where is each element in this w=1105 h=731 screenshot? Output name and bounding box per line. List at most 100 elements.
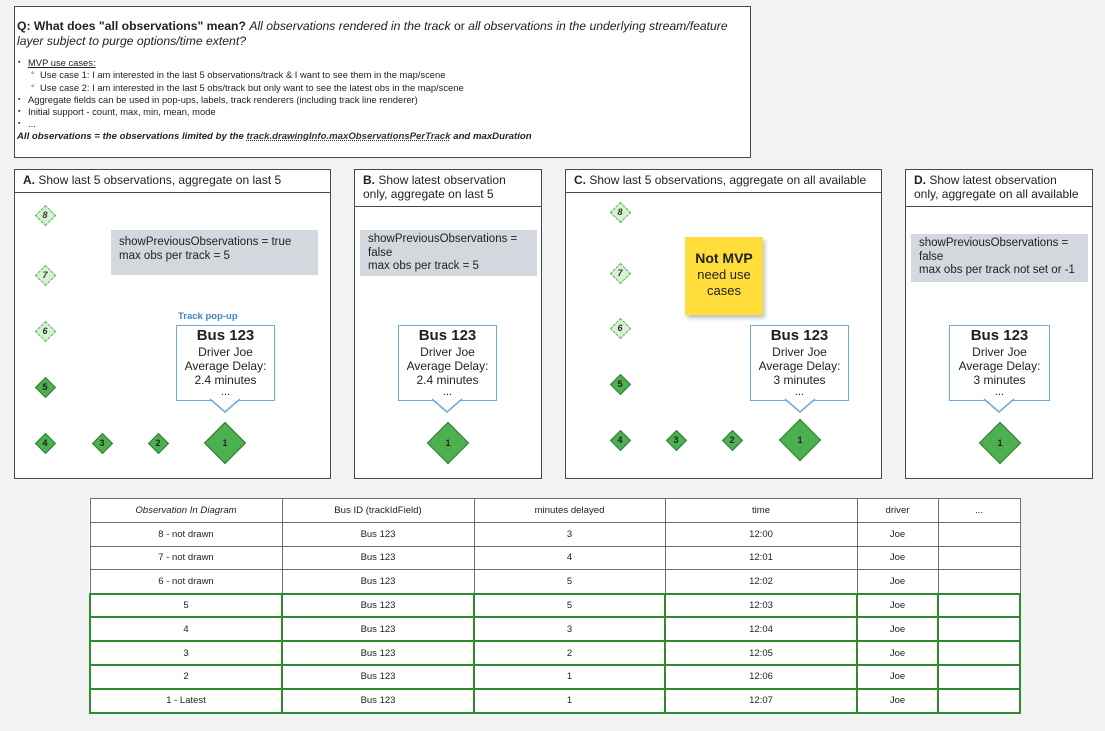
panel-a-title: A. Show last 5 observations, aggregate o… [15, 170, 330, 193]
table-cell [937, 569, 1021, 595]
all-observations-definition: All observations = the observations limi… [17, 131, 747, 142]
column-header-bus-id: Bus ID (trackIdField) [281, 498, 475, 523]
table-cell: Joe [856, 521, 939, 547]
popup-more: ... [794, 386, 805, 398]
table-row: 7 - not drawn Bus 123 4 12:01 Joe [89, 545, 1021, 571]
panel-b-title-text: Show latest observation only, aggregate … [363, 173, 506, 201]
mvp-heading: MVP use cases: [18, 57, 747, 70]
observation-2-label: 2 [155, 438, 161, 448]
settings-line: max obs per track not set or -1 [919, 264, 1075, 276]
table-cell [937, 687, 1021, 714]
sticky-line: cases [707, 283, 741, 298]
observation-5-label: 5 [617, 379, 623, 389]
table-row: 2 Bus 123 1 12:06 Joe [89, 664, 1021, 690]
table-cell [937, 545, 1021, 571]
table-cell: 5 [89, 592, 283, 619]
table-cell: Bus 123 [281, 521, 475, 547]
table-cell: 12:05 [664, 640, 858, 667]
definition-property: track.drawingInfo.maxObservationsPerTrac… [246, 130, 451, 142]
observation-2-label: 2 [729, 435, 735, 445]
table-cell: Bus 123 [281, 664, 475, 690]
popup-driver: Driver Joe [972, 345, 1027, 359]
panel-c: C. Show last 5 observations, aggregate o… [565, 169, 882, 479]
panel-d-title-text: Show latest observation only, aggregate … [914, 173, 1079, 201]
popup-more: ... [442, 386, 453, 398]
table-cell: 12:03 [664, 592, 858, 619]
table-cell: 3 [89, 640, 283, 667]
table-cell: 8 - not drawn [89, 521, 283, 547]
settings-line: max obs per track = 5 [368, 260, 479, 272]
popup-tail [209, 397, 241, 413]
definition-prefix: All observations = the observations limi… [17, 130, 244, 142]
column-header-minutes-delayed: minutes delayed [473, 498, 666, 523]
popup-tail [431, 397, 463, 413]
table-cell: Bus 123 [281, 592, 475, 619]
table-cell [937, 521, 1021, 547]
popup-driver: Driver Joe [420, 345, 475, 359]
observation-4-label: 4 [42, 438, 48, 448]
not-mvp-sticky-note: Not MVP need use cases [685, 237, 763, 315]
observation-6-label: 6 [42, 326, 48, 336]
panel-d-letter: D. [914, 173, 926, 187]
panel-a: A. Show last 5 observations, aggregate o… [14, 169, 331, 479]
observation-7-label: 7 [42, 270, 48, 280]
observation-1-label: 1 [445, 438, 451, 448]
popup-delay-label: Average Delay: [758, 359, 841, 373]
popup-tail [784, 397, 816, 413]
table-cell: Joe [856, 664, 939, 690]
track-popup-label: Track pop-up [178, 311, 238, 322]
ellipsis-note: ... [18, 118, 747, 131]
table-cell: 3 [473, 521, 666, 547]
table-cell: Joe [856, 569, 939, 595]
popup-delay-label: Average Delay: [184, 359, 267, 373]
table-cell: 4 [89, 616, 283, 643]
popup-delay-label: Average Delay: [406, 359, 489, 373]
table-cell: 1 [473, 687, 666, 714]
settings-line: showPreviousObservations = [368, 233, 518, 245]
table-cell: 12:04 [664, 616, 858, 643]
popup-bus: Bus 123 [970, 327, 1029, 344]
observation-3-label: 3 [99, 438, 105, 448]
table-body: 8 - not drawn Bus 123 3 12:00 Joe 7 - not dra… [89, 521, 1021, 714]
settings-line: false [368, 246, 393, 259]
table-cell: Bus 123 [281, 640, 475, 667]
panel-a-letter: A. [23, 173, 35, 187]
observation-8-label: 8 [617, 207, 623, 217]
observation-1-label: 1 [997, 438, 1003, 448]
popup-more: ... [220, 386, 231, 398]
table-cell: 7 - not drawn [89, 545, 283, 571]
panel-c-letter: C. [574, 173, 586, 187]
observation-4-label: 4 [617, 435, 623, 445]
popup-bus: Bus 123 [770, 327, 829, 344]
use-case-2: Use case 2: I am interested in the last … [28, 81, 747, 94]
panel-d-settings: showPreviousObservations = false max obs… [911, 234, 1088, 282]
question-text: Q: What does "all observations" mean? Al… [17, 19, 747, 49]
table-cell [937, 640, 1021, 667]
table-cell: 1 [473, 664, 666, 690]
observation-7-label: 7 [617, 268, 623, 278]
table-row: 1 - Latest Bus 123 1 12:07 Joe [89, 687, 1021, 714]
panel-d-title: D. Show latest observation only, aggrega… [906, 170, 1092, 207]
observation-8-label: 8 [42, 210, 48, 220]
table-cell: 5 [473, 569, 666, 595]
table-cell: Joe [856, 616, 939, 643]
track-popup: Bus 123 Driver Joe Average Delay: 3 minu… [750, 325, 849, 401]
table-cell [937, 616, 1021, 643]
popup-delay: 3 minutes [773, 373, 826, 387]
table-cell: 2 [89, 664, 283, 690]
popup-bus: Bus 123 [196, 327, 255, 344]
track-popup: Bus 123 Driver Joe Average Delay: 2.4 mi… [398, 325, 497, 401]
panel-c-title: C. Show last 5 observations, aggregate o… [566, 170, 881, 193]
table-cell: 5 [473, 592, 666, 619]
observation-3-label: 3 [673, 435, 679, 445]
table-cell: 12:06 [664, 664, 858, 690]
table-cell: Bus 123 [281, 616, 475, 643]
question-box: Q: What does "all observations" mean? Al… [14, 6, 751, 158]
sticky-line: need use [697, 267, 751, 282]
table-cell: 6 - not drawn [89, 569, 283, 595]
table-cell: 12:02 [664, 569, 858, 595]
question-or: or [453, 19, 465, 33]
observation-1-label: 1 [797, 435, 803, 445]
table-cell: Joe [856, 640, 939, 667]
panel-a-settings: showPreviousObservations = true max obs … [111, 230, 318, 275]
